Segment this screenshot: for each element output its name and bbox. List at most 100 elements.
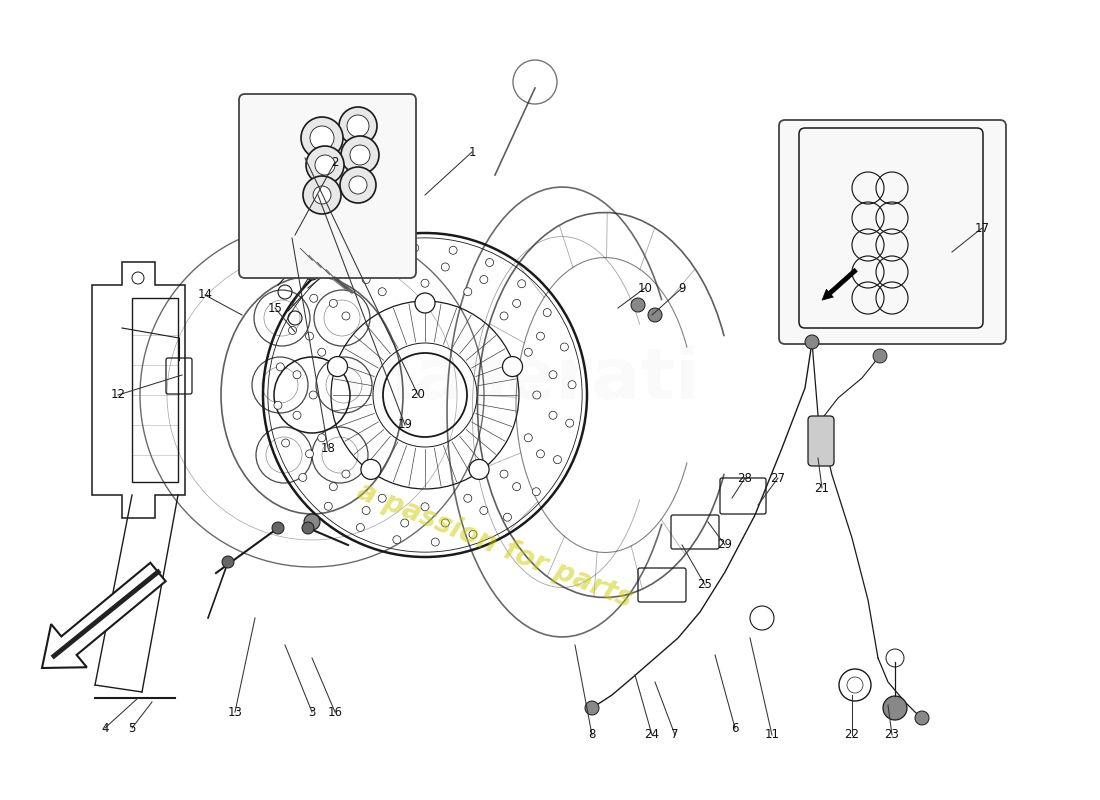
Circle shape [537, 332, 544, 340]
Circle shape [549, 411, 557, 419]
Circle shape [276, 363, 284, 371]
Circle shape [329, 482, 338, 490]
Circle shape [362, 275, 371, 283]
Circle shape [339, 269, 346, 277]
Circle shape [500, 470, 508, 478]
Circle shape [342, 312, 350, 320]
Circle shape [469, 530, 477, 538]
Circle shape [362, 506, 371, 514]
Circle shape [485, 258, 494, 266]
Circle shape [373, 252, 381, 260]
Circle shape [873, 349, 887, 363]
FancyBboxPatch shape [779, 120, 1006, 344]
Text: 1: 1 [469, 146, 475, 158]
Circle shape [302, 522, 313, 534]
Circle shape [568, 381, 576, 389]
FancyBboxPatch shape [239, 94, 416, 278]
Circle shape [400, 519, 409, 527]
Circle shape [449, 246, 458, 254]
Text: 25: 25 [697, 578, 713, 591]
Text: 23: 23 [884, 729, 900, 742]
Circle shape [415, 293, 434, 313]
Text: 14: 14 [198, 289, 212, 302]
Circle shape [585, 701, 600, 715]
Text: 7: 7 [671, 729, 679, 742]
Circle shape [361, 459, 381, 479]
Circle shape [553, 456, 561, 464]
Text: 4: 4 [101, 722, 109, 734]
Text: 11: 11 [764, 729, 780, 742]
Circle shape [329, 299, 338, 307]
Circle shape [560, 343, 569, 351]
Circle shape [480, 275, 487, 283]
Circle shape [299, 474, 307, 482]
Circle shape [393, 536, 400, 544]
Text: 22: 22 [845, 729, 859, 742]
Circle shape [480, 506, 487, 514]
Circle shape [410, 244, 419, 252]
Circle shape [315, 155, 336, 175]
Circle shape [504, 514, 512, 522]
Text: 18: 18 [320, 442, 336, 454]
Circle shape [469, 459, 490, 479]
Circle shape [339, 107, 377, 145]
Circle shape [400, 263, 409, 271]
Text: 3: 3 [308, 706, 316, 718]
Text: 6: 6 [732, 722, 739, 734]
Circle shape [378, 494, 386, 502]
Circle shape [293, 411, 301, 419]
Circle shape [549, 370, 557, 378]
Circle shape [464, 288, 472, 296]
FancyBboxPatch shape [808, 416, 834, 466]
Circle shape [304, 514, 320, 530]
Circle shape [883, 696, 908, 720]
Circle shape [513, 299, 520, 307]
Circle shape [464, 494, 472, 502]
Circle shape [314, 186, 331, 204]
Text: 16: 16 [328, 706, 342, 718]
Text: 20: 20 [410, 389, 426, 402]
Circle shape [274, 402, 282, 410]
Circle shape [532, 391, 541, 399]
Circle shape [340, 167, 376, 203]
Circle shape [346, 115, 368, 137]
Circle shape [341, 136, 380, 174]
Circle shape [648, 308, 662, 322]
Text: a passion for parts: a passion for parts [353, 477, 637, 613]
Circle shape [222, 556, 234, 568]
Text: 27: 27 [770, 471, 785, 485]
Circle shape [431, 538, 439, 546]
Circle shape [537, 450, 544, 458]
Circle shape [378, 288, 386, 296]
Circle shape [805, 335, 820, 349]
Text: 10: 10 [638, 282, 652, 294]
Circle shape [282, 439, 289, 447]
Circle shape [543, 309, 551, 317]
Circle shape [304, 264, 320, 280]
Text: 9: 9 [679, 282, 685, 294]
Circle shape [421, 279, 429, 287]
Circle shape [306, 332, 313, 340]
Circle shape [349, 176, 367, 194]
Circle shape [915, 711, 930, 725]
Circle shape [441, 263, 449, 271]
Text: 24: 24 [645, 729, 660, 742]
Circle shape [328, 357, 348, 377]
Circle shape [301, 117, 343, 159]
Text: 17: 17 [975, 222, 990, 234]
Text: 29: 29 [717, 538, 733, 551]
Circle shape [318, 434, 326, 442]
Circle shape [565, 419, 574, 427]
Circle shape [306, 450, 313, 458]
Circle shape [532, 488, 540, 496]
Text: maserati: maserati [340, 346, 700, 414]
Circle shape [342, 470, 350, 478]
Circle shape [310, 294, 318, 302]
Circle shape [441, 519, 449, 527]
Circle shape [318, 348, 326, 356]
Text: 5: 5 [129, 722, 135, 734]
Circle shape [421, 502, 429, 510]
Circle shape [324, 502, 332, 510]
Circle shape [293, 370, 301, 378]
Text: 19: 19 [397, 418, 412, 431]
